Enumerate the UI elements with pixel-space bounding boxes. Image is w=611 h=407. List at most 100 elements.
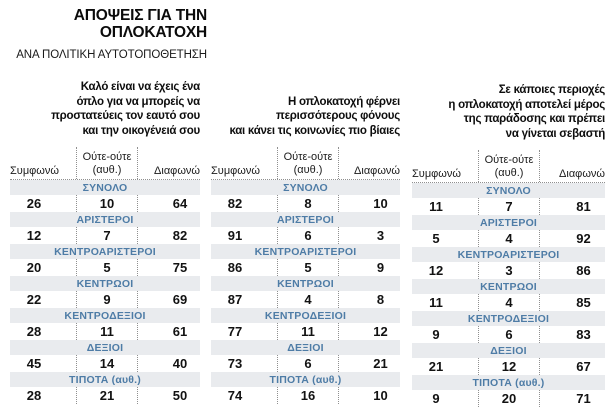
value-cell: 28 bbox=[26, 324, 42, 339]
value-cell: 8 bbox=[277, 195, 339, 212]
statement-panel-1: Καλό είναι να έχεις ένα όπλο για να μπορε… bbox=[10, 70, 200, 404]
group-band: ΑΡΙΣΤΕΡΟΙ bbox=[412, 215, 605, 230]
value-cell: 10 bbox=[373, 388, 388, 403]
statement-line: όπλο για να μπορείς να bbox=[76, 95, 200, 108]
value-cell: 4 bbox=[478, 294, 540, 311]
value-cell: 64 bbox=[172, 196, 188, 211]
statement-line: περισσότερους φόνους bbox=[276, 110, 400, 122]
table-body: ΣΥΝΟΛΟ 26 10 64 ΑΡΙΣΤΕΡΟΙ 12 7 82 ΚΕΝΤΡΟΑΡΙΣΤΕΡΟ… bbox=[10, 180, 200, 404]
value-cell: 11 bbox=[429, 199, 443, 214]
value-row: 22 9 69 bbox=[10, 291, 200, 308]
response-header-row: Συμφωνώ Ούτε-ούτε (αυθ.) Διαφωνώ bbox=[10, 147, 200, 180]
group-band: ΑΡΙΣΤΕΡΟΙ bbox=[10, 212, 200, 227]
statement-line: προστατεύεις τον εαυτό σου bbox=[51, 110, 200, 122]
group-band: ΚΕΝΤΡΟΔΕΞΙΟΙ bbox=[10, 308, 200, 323]
value-row: 12 7 82 bbox=[10, 227, 200, 244]
value-row: 21 12 67 bbox=[412, 358, 605, 375]
value-cell: 82 bbox=[172, 228, 188, 243]
group-band: ΚΕΝΤΡΟΔΕΞΙΟΙ bbox=[412, 311, 605, 326]
group-band: ΚΕΝΤΡΩΟΙ bbox=[412, 279, 605, 294]
value-cell: 12 bbox=[428, 263, 444, 278]
value-cell: 10 bbox=[76, 195, 138, 212]
value-row: 91 6 3 bbox=[211, 227, 400, 244]
value-row: 86 5 9 bbox=[211, 259, 400, 276]
value-cell: 10 bbox=[373, 196, 388, 211]
value-cell: 8 bbox=[376, 292, 385, 307]
group-band: ΔΕΞΙΟΙ bbox=[211, 340, 400, 355]
statement-line: και κάνει τις κοινωνίες πιο βίαιες bbox=[229, 124, 400, 137]
value-row: 45 14 40 bbox=[10, 355, 200, 372]
infographic-header: ΑΠΟΨΕΙΣ ΓΙΑ ΤΗΝ ΟΠΛΟΚΑΤΟΧΗ ΑΝΑ ΠΟΛΙΤΙΚΗ … bbox=[10, 7, 207, 61]
statement-text: Σε κάποιες περιοχές η οπλοκατοχή αποτελεί… bbox=[412, 73, 605, 150]
value-row: 28 21 50 bbox=[10, 387, 200, 404]
value-cell: 91 bbox=[227, 228, 243, 243]
statement-panel-3: Σε κάποιες περιοχές η οπλοκατοχή αποτελεί… bbox=[412, 73, 605, 407]
value-cell: 69 bbox=[172, 292, 188, 307]
header-disagree: Διαφωνώ bbox=[559, 168, 605, 180]
value-cell: 7 bbox=[478, 198, 540, 215]
value-cell: 92 bbox=[576, 231, 591, 246]
group-band: ΚΕΝΤΡΟΑΡΙΣΤΕΡΟΙ bbox=[412, 247, 605, 262]
group-band: ΣΥΝΟΛΟ bbox=[10, 180, 200, 195]
value-row: 9 6 83 bbox=[412, 326, 605, 343]
value-row: 87 4 8 bbox=[211, 291, 400, 308]
value-cell: 81 bbox=[576, 199, 591, 214]
group-band: ΤΙΠΟΤΑ (αυθ.) bbox=[10, 372, 200, 387]
value-row: 5 4 92 bbox=[412, 230, 605, 247]
value-cell: 45 bbox=[26, 356, 42, 371]
value-cell: 6 bbox=[277, 227, 339, 244]
value-cell: 73 bbox=[227, 356, 243, 371]
value-row: 73 6 21 bbox=[211, 355, 400, 372]
value-cell: 21 bbox=[76, 387, 138, 404]
header-neither-line-2: (αυθ.) bbox=[92, 164, 122, 176]
value-row: 74 16 10 bbox=[211, 387, 400, 404]
value-cell: 21 bbox=[373, 356, 388, 371]
value-cell: 61 bbox=[172, 324, 188, 339]
value-cell: 77 bbox=[227, 324, 243, 339]
value-row: 20 5 75 bbox=[10, 259, 200, 276]
value-cell: 4 bbox=[277, 291, 339, 308]
header-neither-line-1: Ούτε-ούτε bbox=[283, 151, 333, 163]
header-neither-line-2: (αυθ.) bbox=[494, 167, 524, 179]
value-cell: 67 bbox=[576, 359, 591, 374]
header-neither-line-1: Ούτε-ούτε bbox=[82, 151, 132, 163]
value-cell: 26 bbox=[26, 196, 42, 211]
response-header-row: Συμφωνώ Ούτε-ούτε (αυθ.) Διαφωνώ bbox=[412, 150, 605, 183]
value-cell: 3 bbox=[376, 228, 385, 243]
page-title-line-1: ΑΠΟΨΕΙΣ ΓΙΑ ΤΗΝ bbox=[73, 7, 207, 24]
value-cell: 12 bbox=[26, 228, 42, 243]
header-agree: Συμφωνώ bbox=[10, 165, 59, 177]
group-band: ΚΕΝΤΡΟΑΡΙΣΤΕΡΟΙ bbox=[211, 244, 400, 259]
value-cell: 6 bbox=[277, 355, 339, 372]
value-cell: 21 bbox=[428, 359, 444, 374]
value-row: 82 8 10 bbox=[211, 195, 400, 212]
value-cell: 12 bbox=[373, 324, 388, 339]
value-cell: 20 bbox=[26, 260, 42, 275]
value-cell: 14 bbox=[76, 355, 138, 372]
group-band: ΚΕΝΤΡΟΔΕΞΙΟΙ bbox=[211, 308, 400, 323]
value-cell: 20 bbox=[478, 390, 540, 407]
value-cell: 3 bbox=[478, 262, 540, 279]
value-row: 77 11 12 bbox=[211, 323, 400, 340]
page-title-line-2: ΟΠΛΟΚΑΤΟΧΗ bbox=[99, 24, 207, 41]
group-band: ΚΕΝΤΡΩΟΙ bbox=[10, 276, 200, 291]
header-neither-line-1: Ούτε-ούτε bbox=[484, 154, 534, 166]
value-cell: 5 bbox=[277, 259, 339, 276]
value-cell: 9 bbox=[376, 260, 385, 275]
header-agree: Συμφωνώ bbox=[211, 165, 260, 177]
group-band: ΔΕΞΙΟΙ bbox=[412, 343, 605, 358]
value-cell: 5 bbox=[76, 259, 138, 276]
statement-line: Καλό είναι να έχεις ένα bbox=[80, 81, 201, 93]
statement-line: και την οικογένειά σου bbox=[82, 124, 201, 137]
value-cell: 71 bbox=[576, 391, 591, 406]
value-cell: 12 bbox=[478, 358, 540, 375]
statement-line: να γίνεται σεβαστή bbox=[505, 127, 606, 140]
header-neither: Ούτε-ούτε (αυθ.) bbox=[478, 150, 540, 182]
value-cell: 82 bbox=[227, 196, 243, 211]
value-cell: 5 bbox=[432, 231, 440, 246]
value-cell: 75 bbox=[172, 260, 188, 275]
value-cell: 9 bbox=[432, 391, 440, 406]
group-band: ΣΥΝΟΛΟ bbox=[412, 183, 605, 198]
value-cell: 7 bbox=[76, 227, 138, 244]
header-disagree: Διαφωνώ bbox=[154, 165, 200, 177]
